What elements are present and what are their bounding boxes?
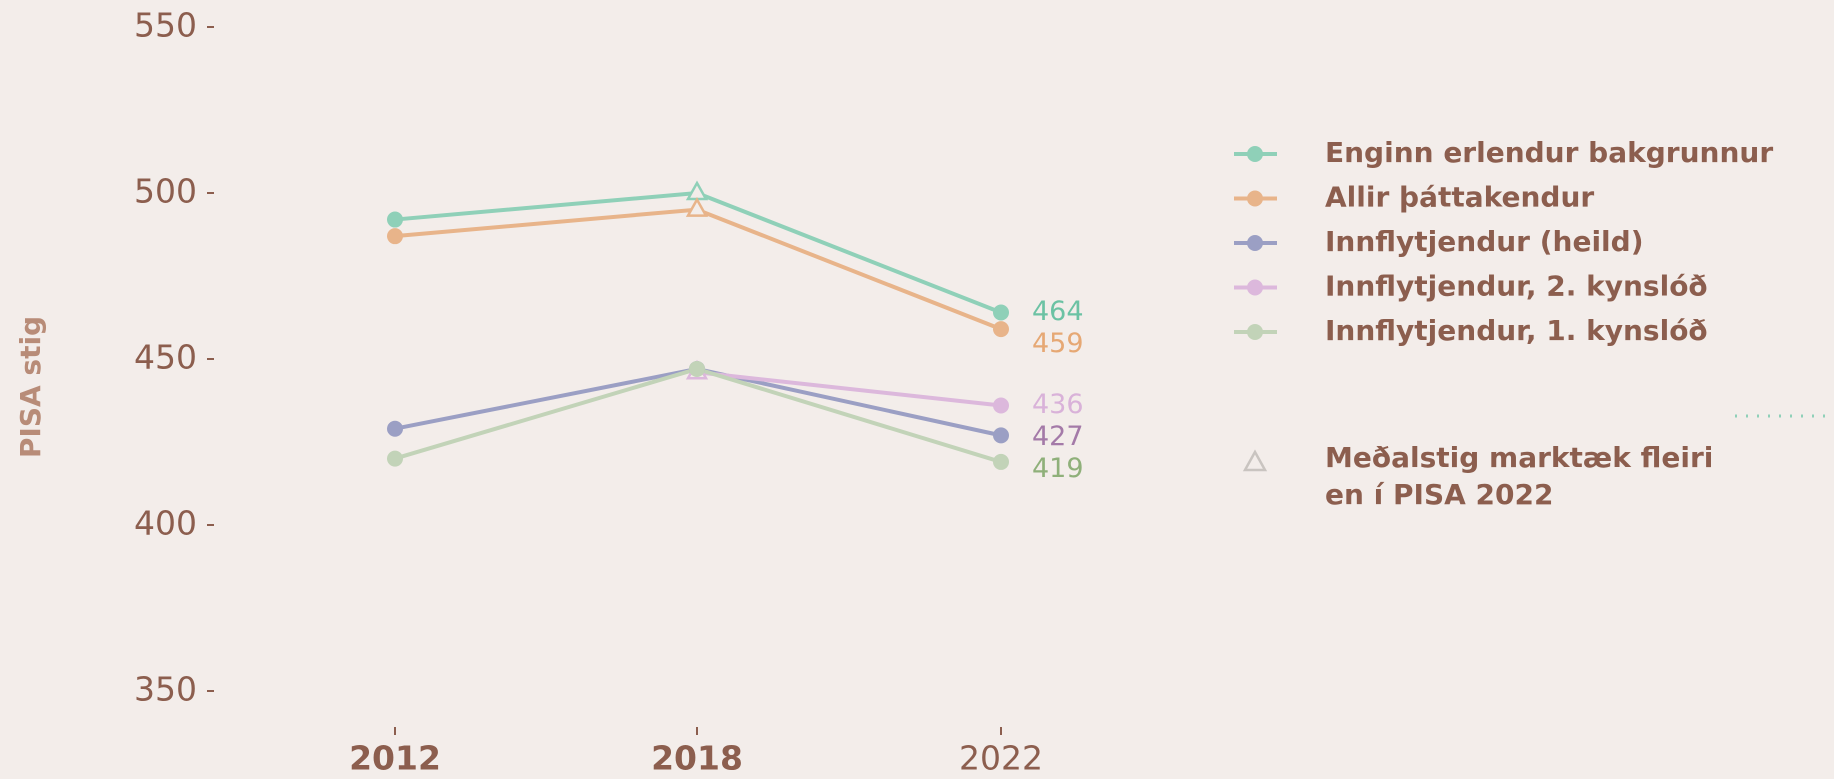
marker [993,453,1009,470]
value-label: 436 [1032,389,1084,420]
legend-note: en í PISA 2022 [1325,478,1553,511]
legend-label: Enginn erlendur bakgrunnur [1325,136,1773,169]
legend-note: Meðalstig marktæk fleiri [1325,441,1713,474]
legend-swatch-marker [1247,235,1263,251]
legend-swatch-marker [1247,190,1263,207]
marker [993,427,1009,444]
legend-label: Innflytjendur, 1. kynslóð [1325,314,1708,347]
marker [387,228,403,245]
marker [689,360,705,377]
marker [387,420,403,437]
legend-label: Innflytjendur (heild) [1325,225,1644,258]
x-tick-label: 2022 [959,739,1043,778]
value-label: 464 [1032,296,1084,327]
x-tick-label: 2012 [349,739,441,778]
y-tick-label: 350 [134,670,197,709]
y-tick-label: 400 [134,504,197,543]
y-tick-label: 550 [134,6,197,45]
legend-swatch-marker [1247,146,1263,162]
y-tick-label: 500 [134,172,197,211]
marker [993,321,1009,338]
legend-swatch-marker [1247,279,1263,296]
legend-label: Innflytjendur, 2. kynslóð [1325,270,1708,303]
legend-swatch-marker [1247,324,1263,340]
legend-label: Allir þáttakendur [1325,181,1594,214]
value-label: 427 [1032,421,1084,452]
value-label: 419 [1032,453,1084,484]
marker-triangle [685,197,709,217]
y-axis-label: PISA stig [14,316,47,458]
marker [387,211,403,228]
marker [387,450,403,467]
legend-triangle [1242,449,1268,472]
value-label: 459 [1032,328,1084,359]
marker [993,397,1009,414]
y-tick-label: 450 [134,338,197,377]
series-line [696,370,1002,408]
x-tick-label: 2018 [651,739,743,778]
marker [993,304,1009,321]
